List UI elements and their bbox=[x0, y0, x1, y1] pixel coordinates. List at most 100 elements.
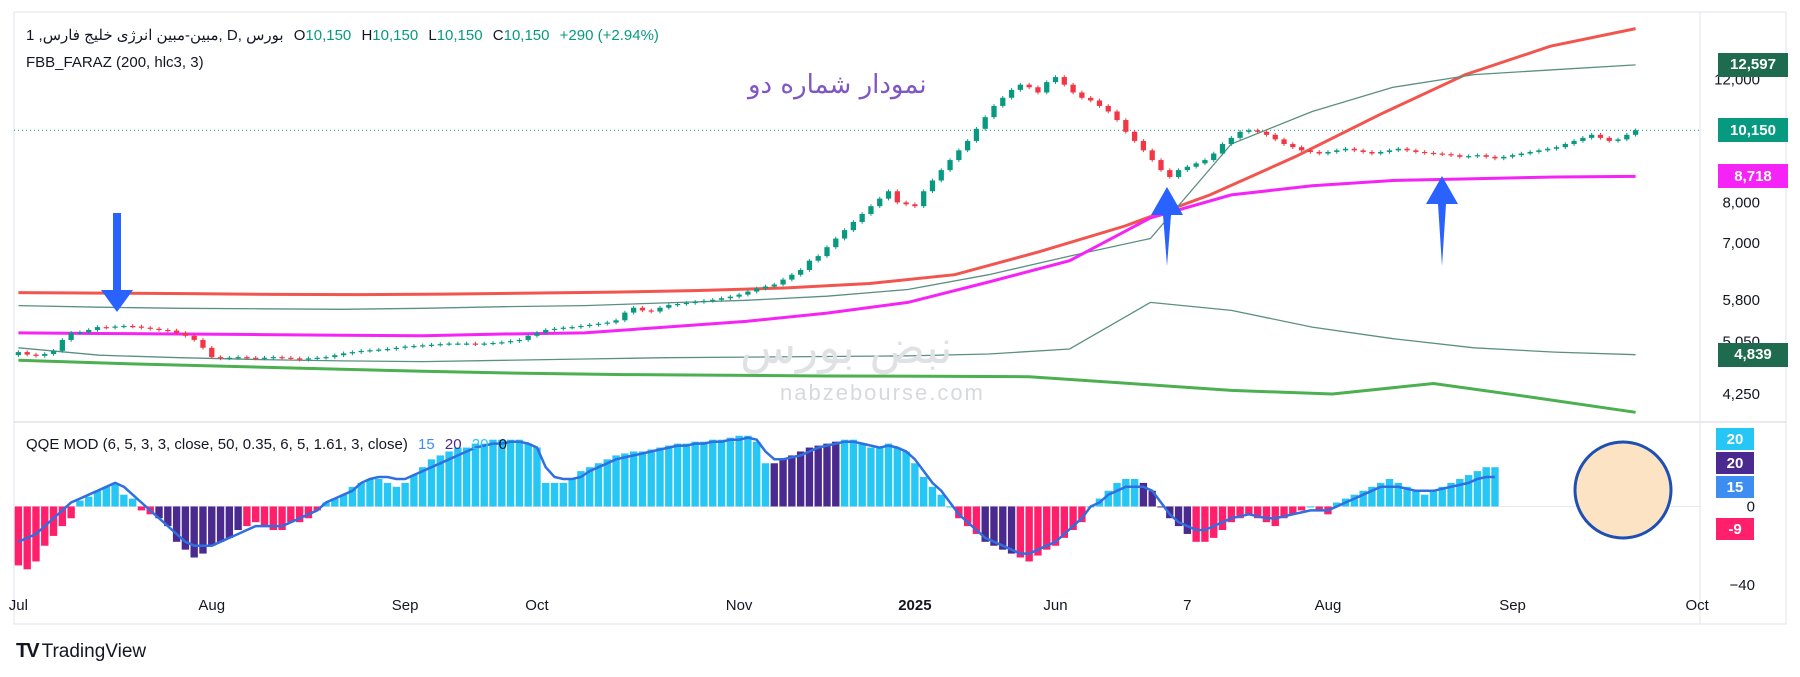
price-legend: 1 ,مبین-مبین انرژی خلیج فارس, D, بورس O1… bbox=[26, 26, 665, 44]
qqe-value-2: 20 bbox=[444, 436, 462, 453]
candle-body bbox=[1158, 160, 1164, 171]
qqe-badge: 15 bbox=[1716, 476, 1754, 498]
candle-body bbox=[94, 327, 101, 330]
candle-body bbox=[1509, 155, 1516, 157]
candle-body bbox=[1378, 151, 1384, 154]
qqe-bar bbox=[594, 463, 603, 507]
qqe-bar bbox=[1069, 506, 1077, 531]
price-badge: 4,839 bbox=[1718, 342, 1788, 367]
qqe-bar bbox=[506, 439, 515, 507]
tradingview-mark-icon: TV bbox=[16, 640, 40, 662]
candle-body bbox=[138, 326, 145, 328]
candle-body bbox=[1597, 134, 1604, 138]
open-value: 10,150 bbox=[305, 27, 352, 44]
qqe-bar bbox=[629, 451, 638, 507]
candle-body bbox=[534, 332, 540, 336]
candle-body bbox=[121, 325, 127, 328]
watermark-brand: نبض بورس bbox=[740, 320, 953, 374]
qqe-bar bbox=[814, 445, 822, 507]
candle-body bbox=[1044, 82, 1050, 93]
candle-body bbox=[1219, 144, 1226, 154]
candle-body bbox=[1070, 84, 1076, 93]
qqe-bar bbox=[1297, 506, 1306, 511]
qqe-bar bbox=[770, 463, 778, 507]
candle-body bbox=[1589, 134, 1595, 138]
candle-body bbox=[455, 343, 461, 345]
qqe-legend[interactable]: QQE MOD (6, 5, 3, 3, close, 50, 0.35, 6,… bbox=[26, 436, 513, 453]
qqe-bar bbox=[1456, 478, 1464, 507]
qqe-badge: -9 bbox=[1716, 518, 1754, 540]
candle-body bbox=[666, 305, 672, 308]
symbol-label[interactable]: 1 ,مبین-مبین انرژی خلیج فارس, D, بورس bbox=[26, 27, 284, 44]
candle-body bbox=[648, 310, 654, 312]
candle-body bbox=[358, 350, 364, 353]
candle-body bbox=[349, 352, 356, 354]
qqe-bar bbox=[990, 506, 998, 546]
candle-body bbox=[569, 327, 575, 329]
candle-body bbox=[1360, 150, 1366, 152]
candle-body bbox=[1527, 151, 1533, 154]
qqe-bar bbox=[471, 443, 480, 507]
qqe-bar bbox=[14, 506, 23, 566]
qqe-bar bbox=[1394, 482, 1402, 507]
qqe-bar bbox=[577, 471, 585, 507]
candle-body bbox=[1386, 150, 1393, 152]
candle-body bbox=[1246, 130, 1252, 132]
candle-body bbox=[1465, 156, 1472, 158]
qqe-bar bbox=[1368, 486, 1376, 507]
candle-body bbox=[525, 335, 531, 340]
candle-body bbox=[384, 349, 391, 351]
qqe-bar bbox=[656, 447, 664, 507]
qqe-bar bbox=[1192, 506, 1200, 542]
qqe-bar bbox=[665, 445, 673, 507]
candle-body bbox=[560, 327, 566, 329]
time-tick-label: Oct bbox=[1685, 597, 1709, 614]
candle-body bbox=[841, 230, 848, 239]
candle-body bbox=[1052, 77, 1059, 83]
candle-body bbox=[156, 328, 162, 331]
candle-body bbox=[1184, 166, 1190, 171]
candle-body bbox=[244, 357, 250, 359]
qqe-bar bbox=[533, 447, 541, 507]
watermark-site: nabzebourse.com bbox=[780, 380, 985, 405]
candle-body bbox=[1501, 156, 1507, 159]
qqe-bar bbox=[1183, 506, 1192, 534]
qqe-bar bbox=[1148, 490, 1156, 507]
qqe-bar bbox=[638, 451, 647, 507]
qqe-bar bbox=[445, 451, 453, 507]
qqe-bar bbox=[849, 439, 858, 507]
indicator-legend[interactable]: FBB_FARAZ (200, hlc3, 3) bbox=[26, 54, 204, 71]
qqe-value-1: 15 bbox=[418, 436, 435, 453]
candle-body bbox=[1307, 150, 1314, 152]
qqe-bar bbox=[348, 486, 357, 507]
qqe-bar bbox=[58, 506, 67, 527]
candle-body bbox=[762, 286, 769, 289]
candle-body bbox=[1395, 148, 1401, 151]
candle-body bbox=[68, 332, 74, 340]
qqe-bar bbox=[726, 437, 735, 507]
qqe-bar bbox=[1210, 506, 1218, 538]
time-tick-label: Sep bbox=[1499, 597, 1526, 614]
candle-body bbox=[674, 303, 681, 306]
qqe-bar bbox=[761, 463, 770, 507]
qqe-bar bbox=[181, 506, 190, 550]
candle-body bbox=[1096, 100, 1103, 106]
band-mid bbox=[18, 174, 1636, 338]
candle-body bbox=[1518, 153, 1524, 156]
candle-body bbox=[217, 357, 224, 359]
qqe-bar bbox=[1201, 506, 1209, 542]
qqe-bar bbox=[1078, 506, 1086, 523]
candle-body bbox=[613, 320, 619, 323]
price-badge: 8,718 bbox=[1718, 164, 1788, 189]
tradingview-logo[interactable]: TV TradingView bbox=[16, 640, 146, 663]
candle-body bbox=[411, 345, 417, 348]
qqe-bar bbox=[1271, 506, 1279, 527]
qqe-bar bbox=[1253, 506, 1262, 519]
chart-frame bbox=[13, 11, 1787, 625]
candle-body bbox=[279, 357, 285, 359]
candle-body bbox=[1272, 134, 1278, 140]
qqe-bar bbox=[673, 443, 682, 507]
qqe-bar bbox=[691, 441, 699, 507]
time-tick-label: Sep bbox=[392, 597, 419, 614]
